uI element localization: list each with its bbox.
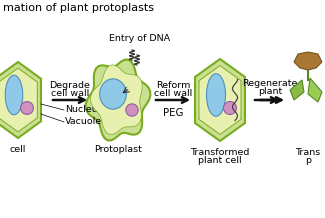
Text: mation of plant protoplasts: mation of plant protoplasts [3,3,154,13]
Text: plant: plant [258,87,282,96]
Text: Trans: Trans [295,148,321,157]
Circle shape [224,102,237,114]
PathPatch shape [90,65,142,135]
Text: cell wall: cell wall [51,89,89,98]
Ellipse shape [100,79,126,109]
Circle shape [20,102,33,114]
Text: cell wall: cell wall [154,89,192,98]
Text: plant cell: plant cell [198,156,242,165]
Text: Reform: Reform [156,81,190,90]
Polygon shape [290,80,304,100]
Polygon shape [308,78,322,102]
Ellipse shape [206,74,226,116]
Polygon shape [0,68,37,132]
Polygon shape [195,59,245,141]
Text: Entry of DNA: Entry of DNA [110,34,171,43]
Text: p: p [305,156,311,165]
Circle shape [126,104,138,116]
Text: PEG: PEG [163,108,183,118]
Text: Regenerate: Regenerate [242,79,298,88]
Polygon shape [0,62,41,138]
PathPatch shape [85,60,150,140]
Text: Vacuole: Vacuole [65,118,102,126]
Text: Transformed: Transformed [190,148,250,157]
Polygon shape [199,66,241,135]
Text: Nucleus: Nucleus [65,106,103,114]
Text: Protoplast: Protoplast [94,145,142,154]
Text: Degrade: Degrade [49,81,90,90]
Text: cell: cell [10,145,26,154]
Polygon shape [294,52,322,70]
Ellipse shape [5,75,23,115]
